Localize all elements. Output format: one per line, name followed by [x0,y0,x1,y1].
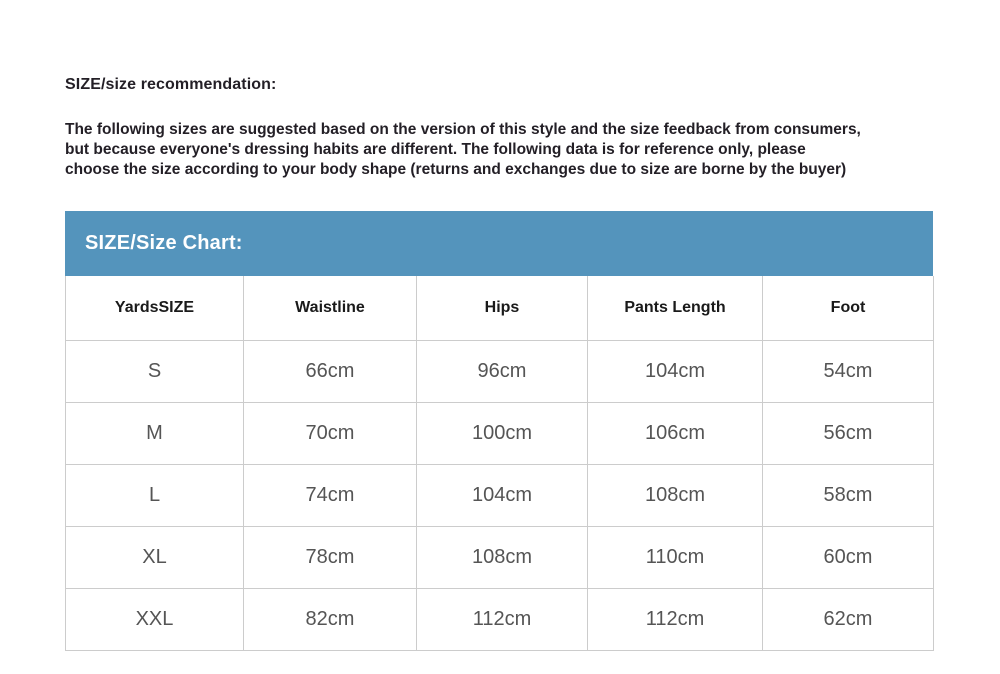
value-cell: 82cm [243,587,417,651]
disclaimer-line-2: but because everyone's dressing habits a… [65,141,806,158]
value-cell: 112cm [416,587,588,651]
value-cell: 112cm [587,587,763,651]
header-cell-foot: Foot [762,276,934,341]
value-cell: 58cm [762,463,934,527]
table-header-row: YardsSIZE Waistline Hips Pants Length Fo… [65,276,934,341]
size-recommendation-heading: SIZE/size recommendation: [65,76,277,93]
size-chart-title-bar: SIZE/Size Chart: [65,211,933,276]
value-cell: 78cm [243,525,417,589]
disclaimer-line-1: The following sizes are suggested based … [65,121,861,138]
size-cell: L [65,463,244,527]
value-cell: 108cm [587,463,763,527]
value-cell: 106cm [587,401,763,465]
table-row-m: M 70cm 100cm 106cm 56cm [65,401,934,465]
table-row-s: S 66cm 96cm 104cm 54cm [65,339,934,403]
value-cell: 104cm [416,463,588,527]
header-cell-waistline: Waistline [243,276,417,341]
disclaimer-line-3: choose the size according to your body s… [65,161,847,178]
header-cell-hips: Hips [416,276,588,341]
size-cell: XL [65,525,244,589]
value-cell: 62cm [762,587,934,651]
size-chart-header-row: YardsSIZE Waistline Hips Pants Length Fo… [65,276,934,341]
size-disclaimer-paragraph: The following sizes are suggested based … [65,120,933,180]
table-row-xl: XL 78cm 108cm 110cm 60cm [65,525,934,589]
header-cell-yards-size: YardsSIZE [65,276,244,341]
value-cell: 74cm [243,463,417,527]
header-cell-pants-length: Pants Length [587,276,763,341]
table-row-xxl: XXL 82cm 112cm 112cm 62cm [65,587,934,651]
value-cell: 54cm [762,339,934,403]
value-cell: 110cm [587,525,763,589]
size-cell: S [65,339,244,403]
size-recommendation-section: SIZE/size recommendation: The following … [65,0,934,651]
value-cell: 96cm [416,339,588,403]
value-cell: 56cm [762,401,934,465]
size-chart-table: YardsSIZE Waistline Hips Pants Length Fo… [65,276,934,651]
size-cell: XXL [65,587,244,651]
value-cell: 108cm [416,525,588,589]
size-cell: M [65,401,244,465]
table-row-l: L 74cm 104cm 108cm 58cm [65,463,934,527]
value-cell: 104cm [587,339,763,403]
value-cell: 70cm [243,401,417,465]
size-chart-title: SIZE/Size Chart: [85,232,243,254]
value-cell: 66cm [243,339,417,403]
value-cell: 60cm [762,525,934,589]
value-cell: 100cm [416,401,588,465]
size-chart-body: S 66cm 96cm 104cm 54cm M 70cm 100cm 106c… [65,339,934,651]
